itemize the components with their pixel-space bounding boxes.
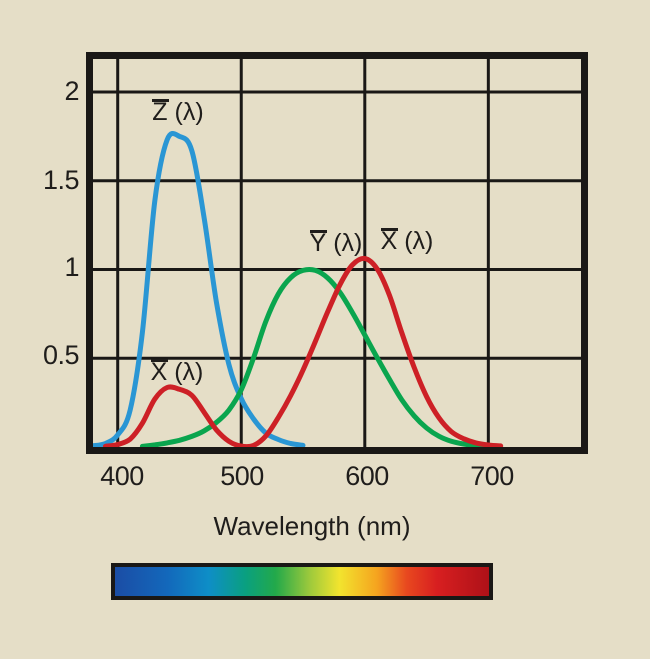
- curve-label-xbar: X (λ): [352, 226, 462, 256]
- x-axis-title: Wavelength (nm): [213, 511, 411, 541]
- y-tick-label-0-5: 0.5: [42, 340, 80, 370]
- plot-area: [86, 52, 588, 454]
- x-tick-label-700: 700: [470, 461, 514, 491]
- chart-curves-svg: [93, 59, 581, 447]
- y-tick-label-1: 1: [64, 252, 79, 282]
- zbar-lambda-suffix: (λ): [167, 98, 204, 126]
- curve-label-ybar: Y (λ): [281, 228, 391, 258]
- ybar-letter: Y: [309, 229, 327, 257]
- x-tick-label-400: 400: [100, 461, 144, 491]
- xbar-lambda-suffix: (λ): [397, 227, 434, 255]
- y-tick-label-2: 2: [64, 76, 79, 106]
- x-tick-label-600: 600: [345, 461, 389, 491]
- zbar-letter: Z: [152, 98, 169, 126]
- ybar-lambda-suffix: (λ): [326, 229, 363, 257]
- curve-label-xbar-secondary: X (λ): [122, 357, 232, 387]
- xbar-letter: X: [380, 227, 398, 255]
- x-tick-label-500: 500: [220, 461, 264, 491]
- xbar2-lambda-suffix: (λ): [167, 358, 204, 386]
- spectrum-bar: [111, 563, 493, 600]
- curve-label-zbar: Z (λ): [123, 97, 233, 127]
- xbar2-letter: X: [150, 358, 168, 386]
- y-tick-label-1-5: 1.5: [42, 165, 80, 195]
